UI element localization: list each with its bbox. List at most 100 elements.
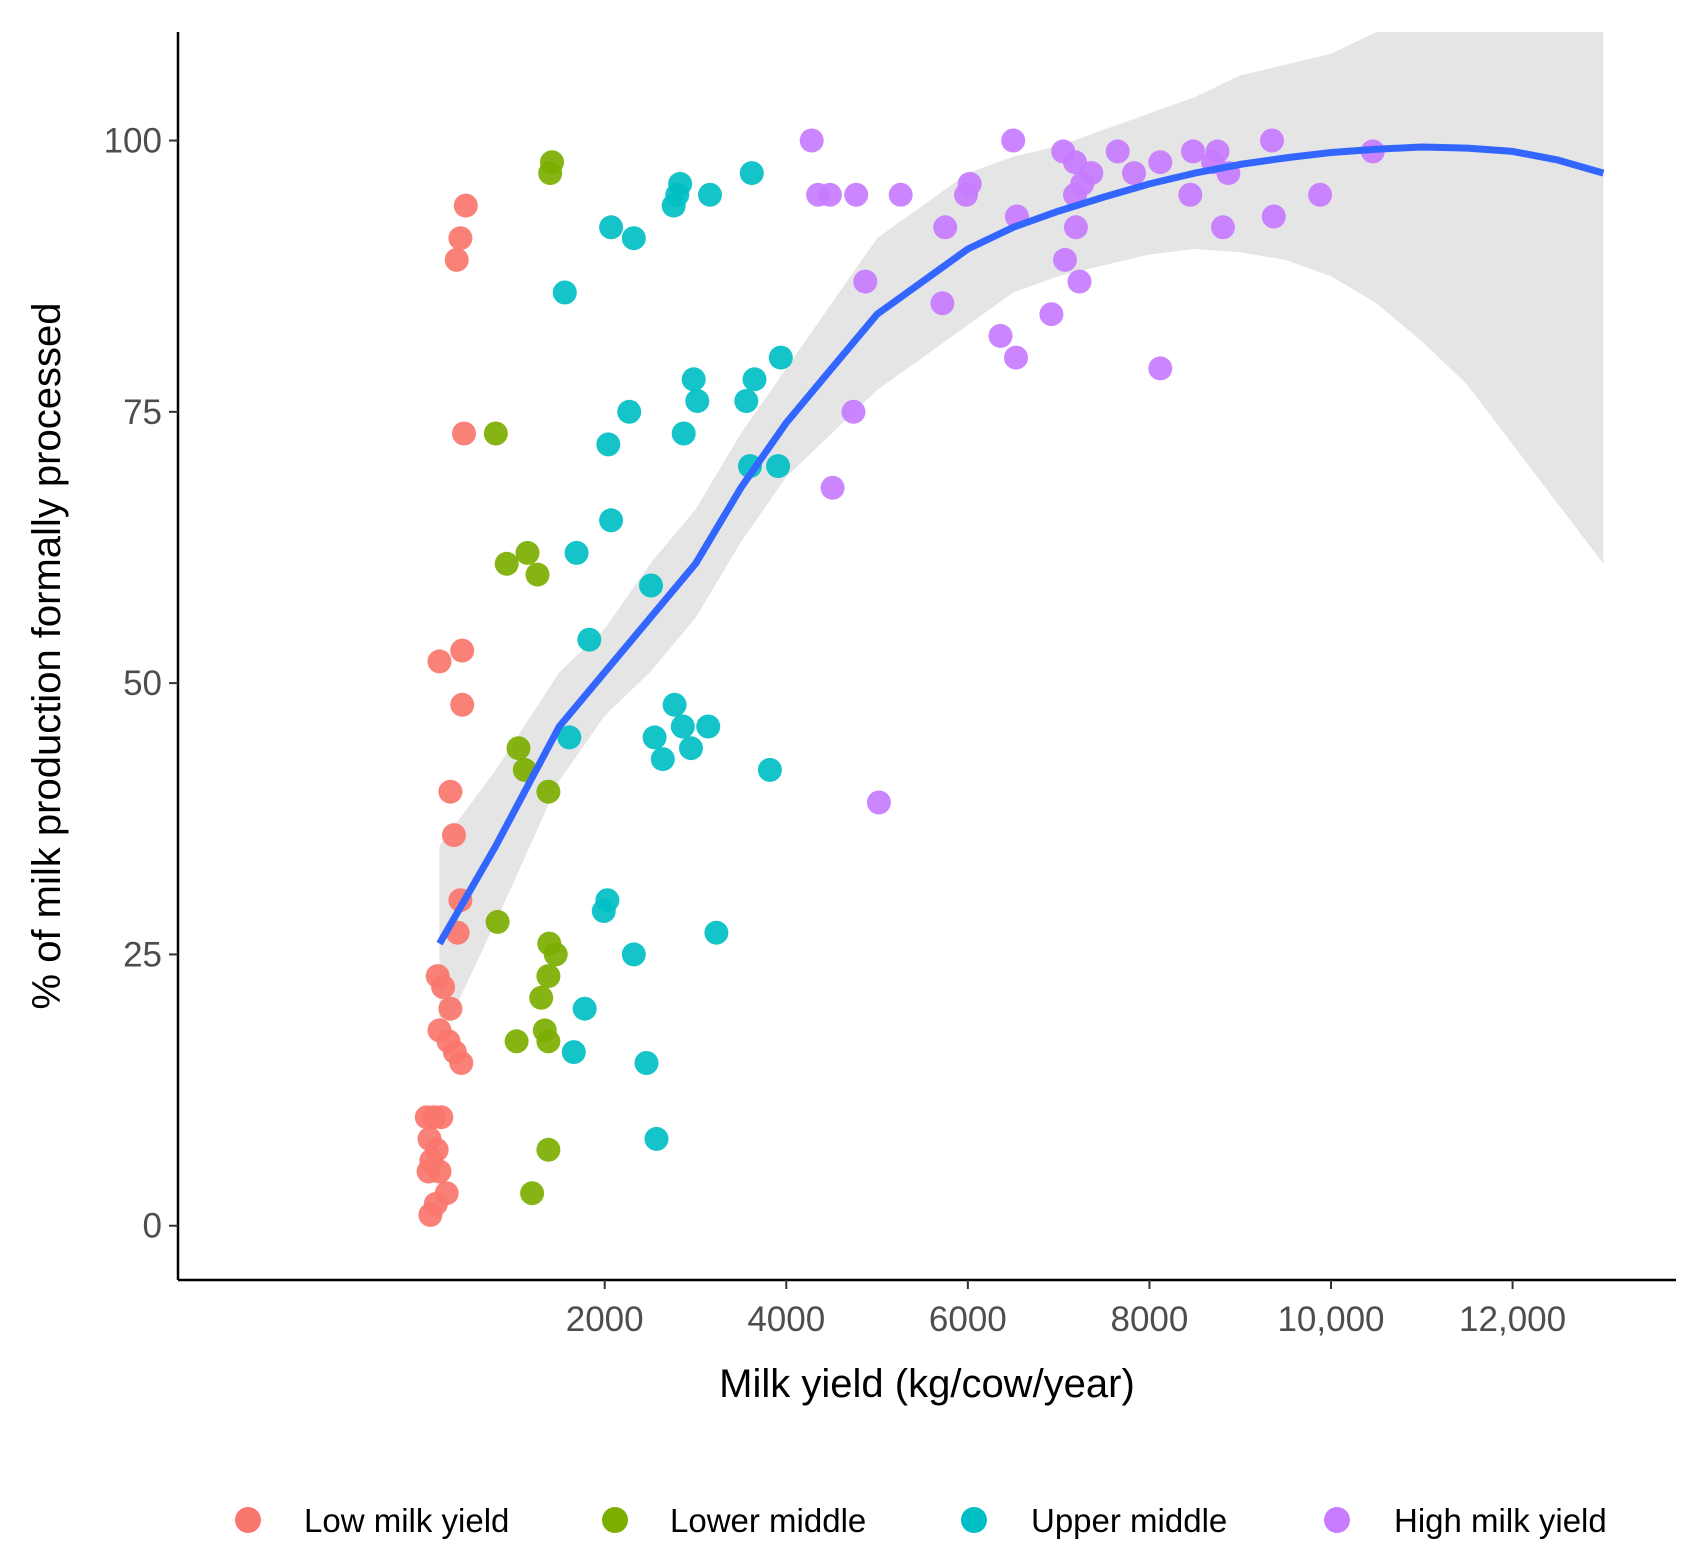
ticks-layer: 2000 4000 6000 8000 10,000 12,000 0 25 50 75 100	[104, 122, 1567, 1339]
data-point	[418, 1202, 443, 1227]
y-tick-label: 0	[143, 1207, 162, 1246]
data-point	[1105, 139, 1130, 164]
data-point	[1178, 182, 1203, 207]
data-point	[449, 1051, 474, 1075]
x-tick-label: 4000	[747, 1300, 825, 1339]
data-point	[670, 714, 695, 739]
y-tick-label: 100	[104, 122, 162, 161]
data-point	[591, 899, 616, 923]
data-point	[485, 909, 510, 934]
x-tick-label: 2000	[566, 1300, 644, 1339]
data-point	[1039, 302, 1064, 327]
confidence-band-layer	[439, 32, 1604, 1042]
data-point	[450, 638, 475, 663]
series-low-milk-yield	[414, 193, 478, 1227]
data-point	[681, 367, 706, 392]
data-point	[1122, 161, 1146, 186]
data-point	[504, 1029, 529, 1054]
data-point	[506, 736, 531, 761]
data-point	[438, 779, 463, 804]
data-point	[431, 975, 456, 999]
y-tick-label: 25	[123, 935, 162, 974]
data-point	[1053, 247, 1077, 272]
data-point	[844, 182, 869, 207]
data-point	[552, 280, 577, 305]
data-point	[698, 182, 722, 207]
data-point	[453, 193, 478, 218]
data-point	[671, 421, 696, 446]
data-point	[596, 432, 621, 457]
data-point	[561, 1040, 586, 1065]
data-point	[617, 399, 642, 424]
data-point	[1070, 171, 1095, 196]
data-point	[988, 323, 1013, 348]
data-point	[841, 399, 866, 424]
data-point	[1211, 215, 1235, 240]
axes-layer	[176, 32, 1676, 1282]
series-high-milk-yield	[799, 128, 1385, 815]
series-upper-middle	[552, 161, 793, 1151]
legend: Low milk yield Lower middle Upper middle Hi…	[235, 1502, 1607, 1539]
legend-key	[1324, 1507, 1350, 1533]
data-point	[448, 226, 473, 251]
data-point	[642, 725, 667, 750]
data-point	[483, 421, 508, 446]
data-point	[696, 714, 721, 739]
data-point	[599, 508, 624, 533]
data-point	[1067, 269, 1092, 294]
data-point	[429, 1105, 454, 1130]
data-point	[599, 215, 624, 240]
data-point	[438, 996, 463, 1021]
data-point	[634, 1051, 659, 1075]
data-point	[954, 182, 978, 207]
data-point	[572, 996, 597, 1021]
data-point	[933, 215, 958, 240]
data-point	[1308, 182, 1333, 207]
legend-label: Upper middle	[1031, 1502, 1227, 1539]
x-tick-label: 8000	[1110, 1300, 1188, 1339]
data-point	[817, 182, 842, 207]
data-point	[621, 942, 646, 967]
data-point	[525, 562, 550, 587]
data-point	[444, 247, 469, 272]
series-lower-middle	[483, 150, 568, 1206]
data-point	[494, 551, 519, 576]
data-point	[1001, 128, 1026, 153]
data-point	[1004, 345, 1028, 370]
data-point	[450, 692, 475, 717]
data-point	[1148, 150, 1173, 175]
legend-label: Lower middle	[670, 1502, 866, 1539]
data-point	[564, 540, 589, 565]
confidence-band	[439, 32, 1604, 1042]
legend-item: High milk yield	[1324, 1502, 1607, 1539]
x-tick-label: 10,000	[1277, 1300, 1384, 1339]
data-point	[734, 389, 759, 413]
x-axis-title: Milk yield (kg/cow/year)	[719, 1362, 1135, 1406]
data-point	[427, 649, 452, 674]
legend-item: Low milk yield	[235, 1502, 509, 1539]
y-tick-label: 50	[123, 664, 162, 703]
x-tick-label: 6000	[929, 1300, 1007, 1339]
legend-label: Low milk yield	[304, 1502, 509, 1539]
legend-key	[961, 1507, 987, 1533]
y-tick-label: 75	[123, 393, 162, 432]
data-point	[621, 226, 646, 251]
data-point	[766, 454, 791, 479]
data-point	[1261, 204, 1286, 229]
data-point	[757, 757, 782, 782]
data-point	[679, 736, 703, 761]
data-point	[768, 345, 793, 370]
legend-item: Lower middle	[602, 1502, 866, 1539]
x-tick-label: 12,000	[1459, 1300, 1566, 1339]
data-point	[742, 367, 767, 392]
legend-item: Upper middle	[961, 1502, 1227, 1539]
data-point	[661, 193, 686, 218]
data-point	[536, 964, 561, 989]
data-point	[532, 1018, 557, 1043]
data-point	[704, 920, 729, 945]
data-point	[536, 779, 561, 804]
y-axis-title: % of milk production formally processed	[25, 303, 69, 1010]
data-point	[650, 747, 675, 772]
data-point	[577, 627, 602, 652]
